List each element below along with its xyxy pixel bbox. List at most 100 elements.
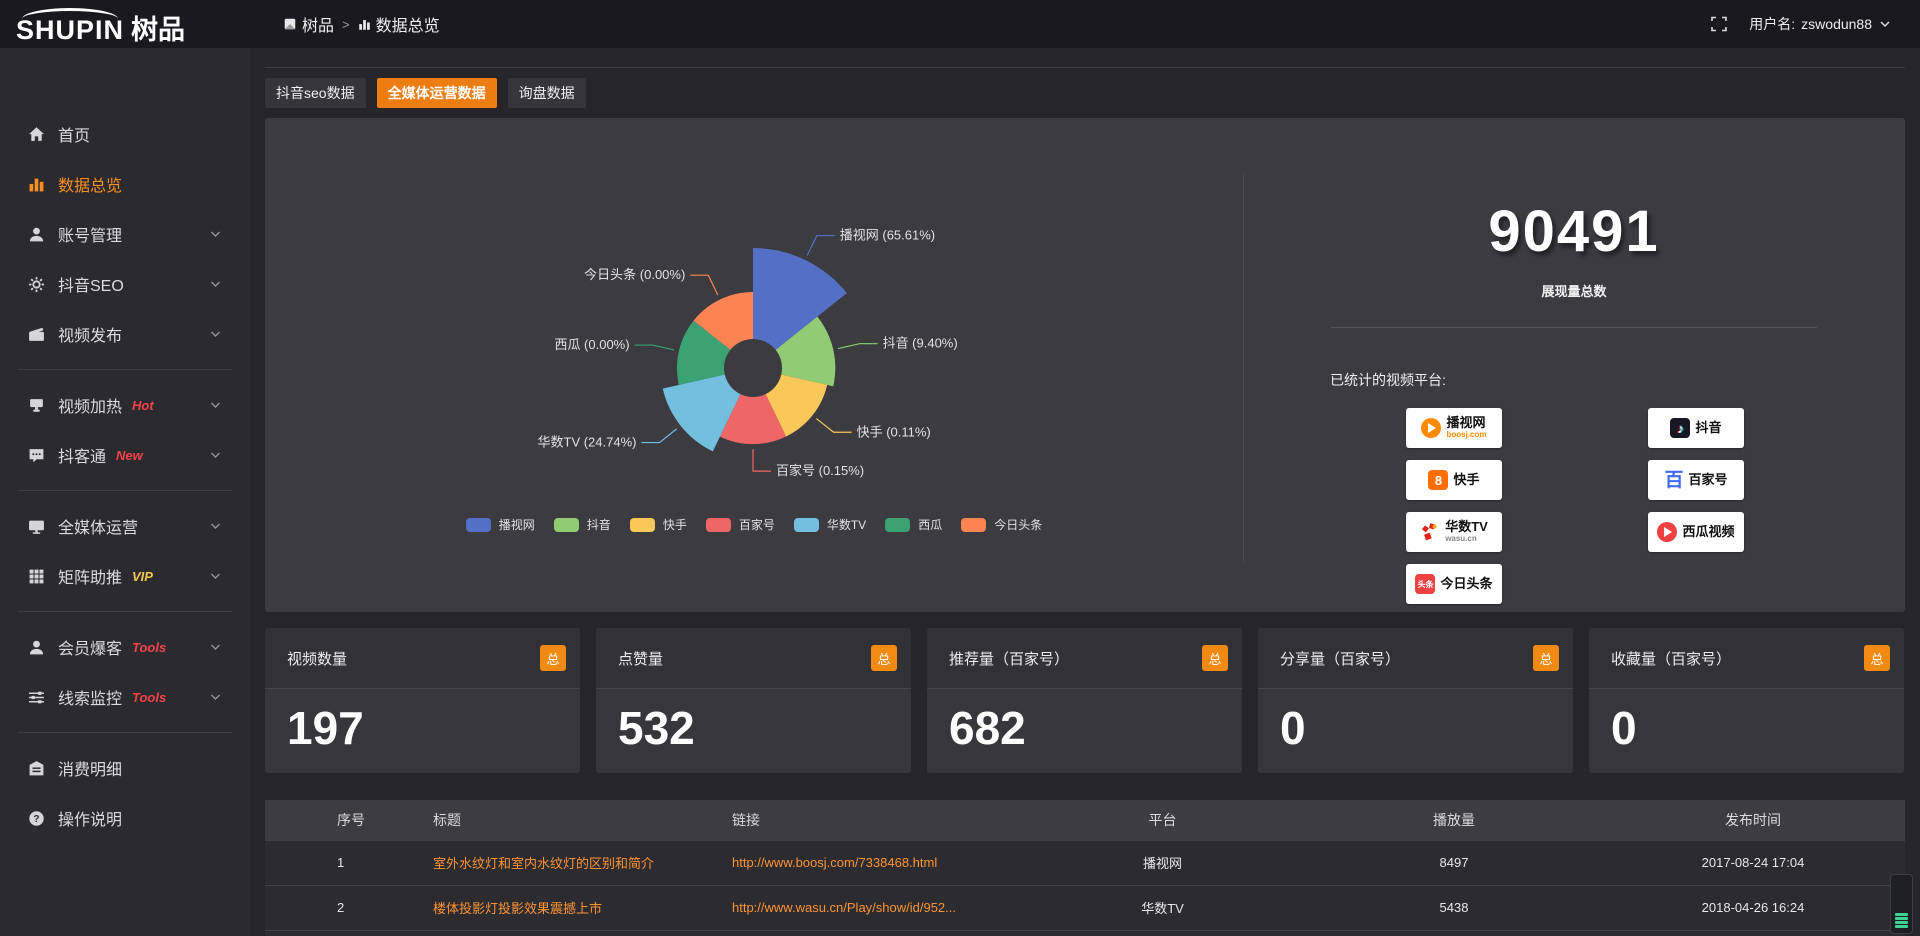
total-badge: 总 (871, 645, 897, 671)
platform-logo-今日头条: 头条 今日头条 (1406, 564, 1502, 604)
legend-item-百家号[interactable]: 百家号 (705, 516, 775, 533)
legend-label: 华数TV (826, 518, 867, 532)
legend-swatch (629, 517, 655, 532)
cell-title[interactable]: 楼体投影灯投影效果震撼上市 (433, 901, 603, 916)
brand-logo-text: SHUPIN (16, 8, 125, 45)
overview-panel: 播视网 (65.61%) 抖音 (9.40%) 快手 (0.11%) 百家号 (0.1… (265, 118, 1905, 612)
sidebar-item-首页[interactable]: 首页 (0, 109, 250, 159)
legend-label: 播视网 (498, 518, 535, 532)
pie-label-line (690, 274, 719, 296)
legend-item-华数TV[interactable]: 华数TV (793, 516, 867, 533)
sidebar-item-视频发布[interactable]: 视频发布 (0, 309, 250, 359)
cell-platform: 播视网 (1142, 856, 1182, 871)
legend-label: 快手 (662, 518, 687, 532)
cell-views: 5438 (1439, 900, 1469, 915)
sidebar-badge-Tools: Tools (132, 639, 167, 655)
tab-抖音seo数据[interactable]: 抖音seo数据 (265, 78, 366, 108)
legend-swatch (705, 517, 731, 532)
legend-label: 今日头条 (994, 518, 1043, 532)
panel-vertical-divider (1243, 173, 1244, 563)
sidebar-item-线索监控[interactable]: 线索监控 Tools (0, 672, 250, 722)
member-icon (28, 639, 45, 656)
cell-link[interactable]: http://www.wasu.cn/Play/show/id/952... (732, 900, 956, 915)
platform-logo-抖音: ♪ 抖音 (1648, 408, 1744, 448)
stat-card-value: 682 (949, 702, 1026, 754)
sidebar-item-label: 操作说明 (58, 812, 123, 829)
home-icon (28, 126, 45, 143)
breadcrumb-root[interactable]: 树品 (283, 12, 334, 36)
pie-label-line (752, 449, 771, 472)
sidebar-item-label: 视频发布 (58, 328, 123, 345)
pie-slice-华数TV (662, 374, 741, 452)
cell-title[interactable]: 室外水纹灯和室内水纹灯的区别和简介 (433, 856, 655, 871)
gear-icon (28, 276, 45, 293)
user-icon (28, 226, 45, 243)
pie-label-line (641, 428, 678, 444)
cell-time: 2018-04-26 16:24 (1701, 900, 1805, 915)
stat-card-title: 分享量（百家号） (1280, 650, 1401, 668)
sidebar-item-会员爆客[interactable]: 会员爆客 Tools (0, 622, 250, 672)
sidebar-item-抖音SEO[interactable]: 抖音SEO (0, 259, 250, 309)
sidebar-item-label: 会员爆客 (58, 641, 123, 658)
row-select-cell (265, 930, 321, 936)
column-header-链接: 链接 (732, 811, 760, 828)
stat-card-header: 分享量（百家号） 总 (1258, 628, 1573, 689)
sidebar-item-操作说明[interactable]: ? 操作说明 (0, 793, 250, 843)
table-row: 1 室外水纹灯和室内水纹灯的区别和简介 http://www.boosj.com/7… (265, 840, 1905, 885)
cell-platform: 华数TV (1141, 901, 1184, 916)
platform-subtext: boosj.com (1446, 429, 1487, 439)
column-header-序号: 序号 (337, 811, 365, 828)
legend-swatch (885, 517, 911, 532)
fullscreen-icon[interactable] (1711, 16, 1728, 32)
pie-label-line (837, 343, 878, 350)
stat-card-value: 532 (618, 702, 695, 754)
sidebar-item-矩阵助推[interactable]: 矩阵助推 VIP (0, 551, 250, 601)
sidebar-item-label: 首页 (58, 128, 91, 145)
row-select-cell (265, 840, 321, 885)
chevron-down-icon (210, 402, 221, 409)
pie-label-line (806, 234, 835, 256)
user-menu[interactable]: 用户名: zswodun88 (1749, 14, 1890, 34)
tab-全媒体运营数据[interactable]: 全媒体运营数据 (376, 78, 497, 108)
stat-card-title: 收藏量（百家号） (1611, 650, 1732, 668)
username-label: 用户名: (1749, 16, 1796, 32)
stat-card-header: 推荐量（百家号） 总 (927, 628, 1242, 689)
totals-section: 90491 展现量总数 已统计的视频平台: 播视网 boosj.com ♪ 抖音 8 快手… (1243, 118, 1905, 612)
sidebar-item-消费明细[interactable]: 消费明细 (0, 743, 250, 793)
tab-询盘数据[interactable]: 询盘数据 (507, 78, 586, 108)
sidebar-item-label: 消费明细 (58, 762, 123, 779)
cell-seq: 1 (337, 855, 345, 870)
legend-item-抖音[interactable]: 抖音 (553, 516, 611, 533)
sliders-icon (28, 689, 45, 706)
sidebar-item-账号管理[interactable]: 账号管理 (0, 209, 250, 259)
pie-label-抖音: 抖音 (9.40%) (883, 336, 958, 351)
chevron-down-icon (1880, 20, 1890, 27)
cell-link[interactable]: http://www.boosj.com/7338468.html (732, 855, 938, 870)
platform-name: 百家号 (1688, 471, 1728, 487)
legend-item-今日头条[interactable]: 今日头条 (961, 516, 1042, 533)
chevron-down-icon (210, 694, 221, 701)
select-all-cell (265, 800, 321, 840)
sidebar-item-label: 线索监控 (58, 691, 123, 708)
sidebar-item-label: 数据总览 (58, 178, 123, 195)
monitor-icon (28, 518, 45, 535)
impressions-total-value: 90491 (1488, 199, 1660, 264)
total-badge: 总 (1864, 645, 1890, 671)
column-header-发布时间: 发布时间 (1725, 811, 1781, 828)
sidebar-item-视频加热[interactable]: 视频加热 Hot (0, 380, 250, 430)
chevron-down-icon (210, 331, 221, 338)
legend-item-西瓜[interactable]: 西瓜 (885, 516, 942, 533)
sidebar-item-全媒体运营[interactable]: 全媒体运营 (0, 501, 250, 551)
grid-icon (28, 568, 45, 585)
pie-label-百家号: 百家号 (0.15%) (776, 463, 864, 478)
bill-icon (28, 760, 45, 777)
legend-item-播视网[interactable]: 播视网 (465, 516, 535, 533)
sidebar-item-抖客通[interactable]: 抖客通 New (0, 430, 250, 480)
pie-label-今日头条: 今日头条 (0.00%) (584, 267, 685, 282)
help-icon: ? (28, 810, 45, 827)
pie-slice-西瓜 (677, 320, 731, 385)
stat-card-推荐量（百家号）: 推荐量（百家号） 总 682 (927, 628, 1242, 773)
floating-widget[interactable] (1890, 874, 1913, 934)
sidebar-item-数据总览[interactable]: 数据总览 (0, 159, 250, 209)
legend-item-快手[interactable]: 快手 (629, 516, 687, 533)
